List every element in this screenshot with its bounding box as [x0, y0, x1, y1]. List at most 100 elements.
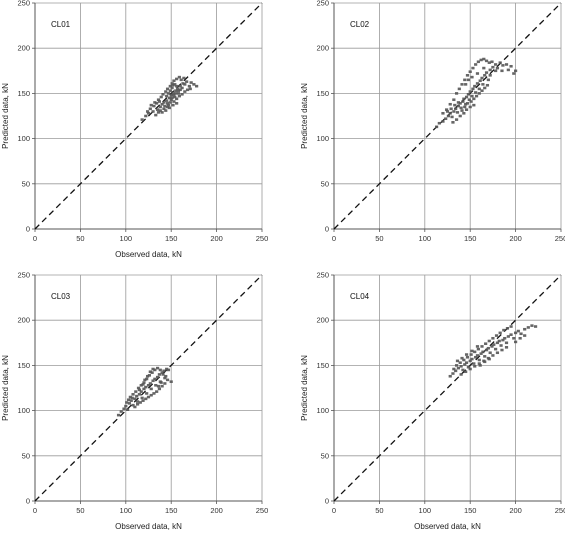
x-tick-label: 250	[256, 506, 269, 515]
data-point	[158, 368, 162, 372]
y-tick-label: 0	[325, 497, 329, 506]
data-point	[506, 335, 510, 338]
data-point	[504, 346, 509, 349]
x-tick-label: 250	[555, 506, 565, 515]
data-point	[514, 340, 518, 344]
data-point	[452, 367, 456, 371]
x-tick-label: 50	[76, 234, 84, 243]
data-point	[160, 384, 164, 388]
data-point	[154, 383, 158, 387]
data-point	[465, 355, 470, 359]
y-axis-label: Predicted data, kN	[300, 355, 309, 421]
data-point	[131, 393, 135, 396]
data-point	[462, 358, 466, 362]
data-point	[161, 93, 165, 96]
data-point	[494, 63, 498, 66]
x-tick-label: 0	[332, 506, 336, 515]
data-point	[526, 326, 530, 329]
data-point	[460, 356, 464, 360]
data-point	[148, 382, 152, 385]
data-point	[131, 403, 135, 407]
data-point	[134, 390, 138, 393]
data-point	[454, 364, 459, 367]
data-point	[161, 373, 165, 376]
data-point	[141, 383, 145, 386]
data-point	[477, 362, 481, 365]
data-point	[174, 89, 178, 92]
data-point	[474, 63, 478, 66]
data-point	[495, 351, 500, 355]
data-point	[168, 101, 172, 104]
data-point	[160, 102, 164, 106]
data-point	[136, 402, 140, 406]
x-tick-label: 200	[210, 234, 223, 243]
data-point	[471, 66, 475, 70]
data-point	[501, 338, 505, 342]
data-point	[182, 76, 186, 80]
data-point	[133, 405, 137, 409]
data-point	[157, 100, 161, 103]
data-point	[456, 104, 460, 108]
data-point	[501, 64, 505, 67]
x-tick-label: 200	[210, 506, 223, 515]
data-point	[478, 79, 482, 83]
data-point	[523, 334, 527, 337]
data-point	[505, 327, 510, 330]
data-point	[458, 361, 462, 364]
y-tick-label: 250	[316, 271, 329, 280]
data-point	[175, 87, 180, 91]
data-point	[462, 111, 466, 115]
x-tick-label: 0	[332, 234, 336, 243]
data-point	[530, 324, 534, 327]
data-point	[163, 104, 167, 108]
data-point	[444, 108, 449, 111]
data-point	[481, 83, 485, 86]
panel-label: CL02	[350, 20, 370, 29]
data-point	[445, 110, 450, 113]
data-point	[464, 370, 468, 374]
data-point	[470, 94, 474, 98]
data-point	[486, 78, 490, 82]
data-point	[497, 339, 501, 343]
data-point	[516, 329, 520, 333]
y-tick-label: 100	[17, 406, 30, 415]
data-point	[470, 75, 474, 79]
data-point	[514, 331, 518, 335]
x-tick-label: 0	[33, 234, 37, 243]
y-tick-label: 50	[321, 451, 329, 460]
data-point	[139, 390, 143, 393]
data-point	[165, 102, 170, 105]
data-point	[141, 399, 145, 402]
data-point	[145, 110, 150, 113]
data-point	[484, 59, 489, 63]
data-point	[162, 101, 166, 104]
data-point	[170, 86, 174, 90]
data-point	[480, 89, 484, 92]
x-tick-label: 150	[165, 506, 178, 515]
x-tick-label: 150	[464, 234, 477, 243]
data-point	[478, 364, 482, 367]
data-point	[499, 344, 503, 347]
data-point	[165, 87, 170, 91]
data-point	[494, 334, 499, 337]
data-point	[155, 375, 160, 379]
data-point	[471, 87, 475, 91]
data-point	[167, 106, 171, 110]
x-tick-label: 50	[375, 506, 383, 515]
data-point	[459, 365, 463, 368]
y-tick-label: 200	[17, 44, 30, 53]
data-point	[469, 100, 473, 103]
data-point	[455, 359, 460, 363]
data-point	[149, 103, 153, 107]
data-point	[150, 371, 154, 374]
data-point	[504, 341, 509, 345]
reference-line-1to1	[34, 274, 263, 502]
data-point	[463, 78, 467, 82]
data-point	[472, 103, 476, 107]
y-axis-label: Predicted data, kN	[1, 355, 10, 421]
data-point	[500, 69, 504, 73]
data-point	[156, 98, 161, 102]
reference-line-1to1	[333, 274, 562, 502]
y-tick-label: 100	[316, 406, 329, 415]
data-point	[164, 374, 168, 378]
